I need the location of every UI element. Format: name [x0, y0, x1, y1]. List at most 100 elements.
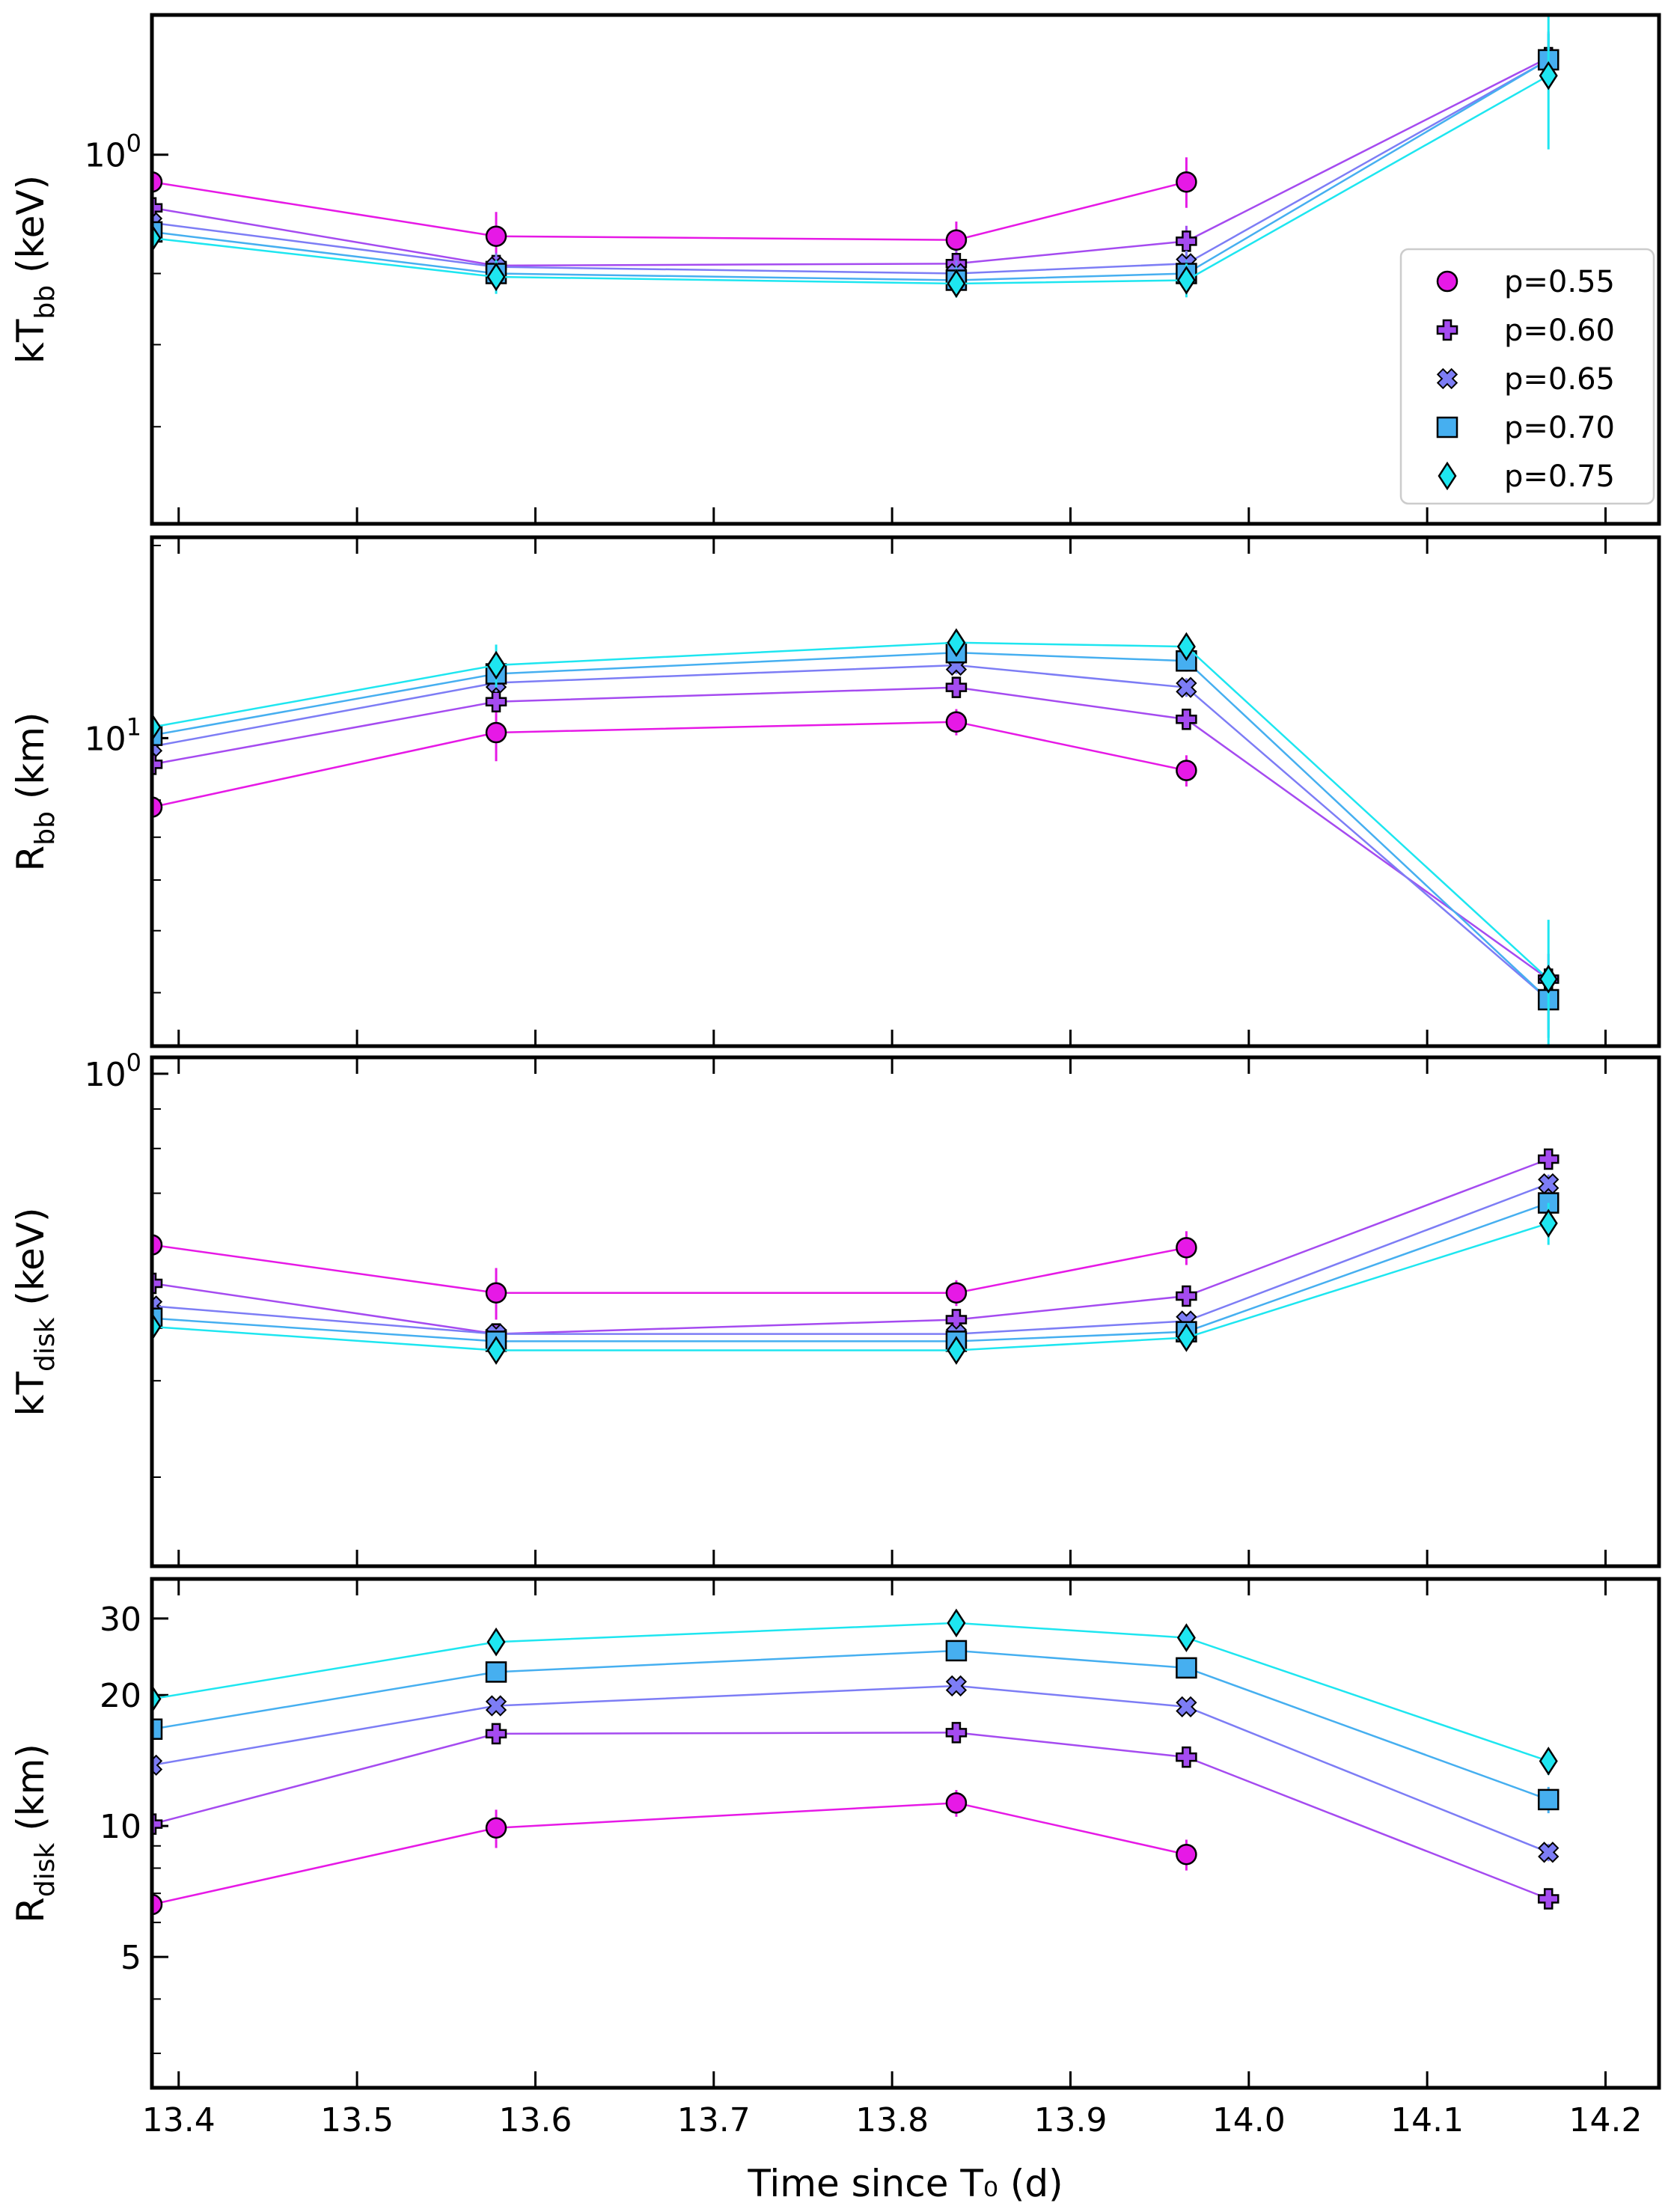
legend-label: p=0.70 [1504, 411, 1615, 445]
data-point-p=0.75 [1539, 61, 1558, 91]
data-point-p=0.65 [152, 1754, 163, 1776]
plot-area [152, 15, 1560, 299]
data-point-p=0.75 [1539, 965, 1558, 994]
legend-label: p=0.55 [1504, 265, 1615, 299]
panel-bottom: 5 10 20 30 13.4 13.5 13.6 13.7 13.8 13.9 14.0 14.1 1… [9, 1577, 1661, 2139]
data-point-p=0.75 [486, 262, 506, 292]
data-point-p=0.60 [152, 754, 163, 775]
data-point-p=0.65-fill-a [489, 1699, 504, 1713]
legend-marker-p=0.70 [1436, 416, 1458, 439]
data-point-p=0.55 [945, 1792, 968, 1814]
series-line-p=0.60 [152, 686, 1549, 980]
y-tick-label: 101 [85, 712, 141, 758]
y-tick-label: 100 [85, 1048, 141, 1094]
series-line-p=0.55 [152, 180, 1187, 241]
data-point-p=0.70 [1537, 1788, 1560, 1811]
data-point-p=0.55 [1176, 1237, 1197, 1259]
data-point-p=0.65-fill-a [152, 1758, 159, 1773]
data-point-p=0.55 [945, 1282, 968, 1304]
series-line-p=0.75 [152, 1222, 1549, 1351]
data-point-p=0.65 [1538, 1173, 1560, 1195]
data-point-p=0.60 [1176, 1746, 1197, 1768]
series-line-p=0.60 [152, 56, 1549, 267]
data-point-p=0.65 [1176, 676, 1197, 698]
series-line-p=0.70 [152, 1202, 1549, 1342]
data-point-p=0.70 [1176, 1657, 1197, 1679]
series-line-p=0.70 [152, 58, 1549, 281]
data-point-p=0.70 [945, 1640, 968, 1662]
data-point-p=0.55 [152, 1893, 163, 1916]
data-point-p=0.55 [485, 721, 507, 744]
legend-label: p=0.65 [1504, 362, 1615, 397]
y-tick-label: 10 [100, 1808, 141, 1846]
data-point-p=0.60 [1537, 1148, 1560, 1170]
series-line-p=0.65 [152, 1182, 1549, 1335]
y-axis-label: kTbb (keV) [9, 175, 61, 364]
series-line-p=0.65 [152, 58, 1549, 275]
x-tick-label: 14.2 [1569, 2101, 1643, 2139]
data-point-p=0.75 [486, 1336, 506, 1365]
data-point-p=0.75 [1539, 1747, 1558, 1776]
data-point-p=0.55 [485, 225, 507, 247]
y-axis-label: Rdisk (km) [9, 1744, 61, 1923]
data-point-p=0.55 [1176, 760, 1197, 781]
x-tick-label: 13.6 [498, 2101, 572, 2139]
y-axis-label: kTdisk (keV) [9, 1207, 61, 1416]
y-tick-label: 20 [100, 1677, 141, 1715]
legend-label: p=0.60 [1504, 314, 1615, 348]
plot-area [152, 1608, 1560, 1916]
legend-label: p=0.75 [1504, 459, 1615, 494]
data-point-p=0.60 [1176, 708, 1197, 730]
data-point-p=0.75 [486, 1627, 506, 1657]
legend-marker-p=0.65-fill-a [1440, 371, 1455, 386]
data-point-p=0.75 [1176, 266, 1196, 295]
data-point-p=0.55 [945, 711, 968, 733]
data-point-p=0.60 [152, 1272, 163, 1295]
series-line-p=0.65 [152, 664, 1550, 1000]
panel-second: 101 Rbb (km) [9, 535, 1661, 1048]
data-point-p=0.55 [945, 229, 968, 251]
y-axis-label: Rbb (km) [9, 712, 61, 871]
data-point-p=0.75 [1176, 1623, 1196, 1652]
data-point-p=0.75 [486, 650, 506, 680]
y-tick-label: 5 [120, 1939, 141, 1977]
data-point-p=0.60 [1176, 1285, 1197, 1307]
panels: 100 kTbb (keV) 101 Rbb (km) 100 kTdisk (keV) 5… [9, 13, 1661, 2139]
panel-top: 100 kTbb (keV) [9, 13, 1661, 526]
x-axis-label: Time since T₀ (d) [747, 2162, 1063, 2205]
y-tick-label: 30 [100, 1601, 141, 1639]
data-point-p=0.60 [1537, 1888, 1560, 1910]
panel-frame [150, 1055, 1661, 1568]
data-point-p=0.60 [945, 676, 968, 698]
series-line-p=0.75 [152, 1622, 1549, 1762]
legend-marker-p=0.75 [1438, 461, 1457, 491]
data-point-p=0.55 [152, 171, 163, 193]
data-point-p=0.65-fill-a [1179, 1699, 1194, 1714]
data-point-p=0.75 [947, 269, 966, 299]
x-tick-label: 13.4 [142, 2101, 216, 2139]
data-point-p=0.60 [485, 691, 507, 712]
data-point-p=0.60 [152, 1813, 163, 1835]
plot-area [152, 628, 1560, 1046]
panel-frame [150, 13, 1661, 526]
data-point-p=0.70 [485, 1661, 507, 1683]
plot-area [152, 1148, 1560, 1365]
data-point-p=0.55 [152, 1234, 163, 1256]
data-point-p=0.65-fill-a [949, 1678, 964, 1693]
data-point-p=0.75 [947, 628, 966, 658]
data-point-p=0.65-fill-a [1179, 680, 1194, 694]
data-point-p=0.55 [152, 796, 163, 818]
data-point-p=0.55 [485, 1817, 507, 1839]
data-point-p=0.55 [485, 1282, 507, 1304]
series-line-p=0.70 [152, 651, 1550, 1000]
data-point-p=0.70 [152, 1718, 163, 1740]
x-tick-label: 13.8 [855, 2101, 929, 2139]
data-point-p=0.65 [1538, 1842, 1560, 1863]
legend-box [1399, 248, 1655, 505]
x-tick-label: 14.1 [1390, 2101, 1464, 2139]
data-point-p=0.65-fill-a [1542, 1845, 1556, 1860]
data-point-p=0.65-fill-a [1542, 1176, 1556, 1191]
series-line-p=0.70 [152, 1649, 1549, 1801]
data-point-p=0.75 [1176, 1323, 1196, 1352]
